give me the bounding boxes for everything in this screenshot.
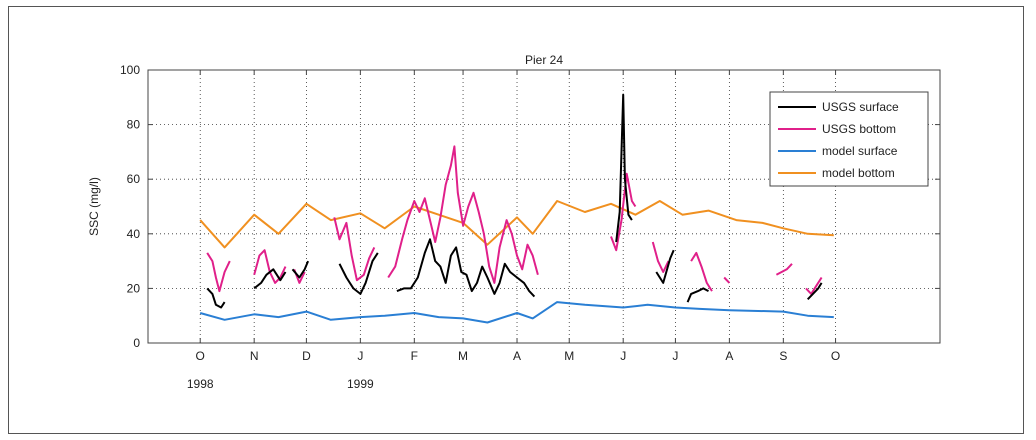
series-line-usgs-surface: [253, 268, 287, 290]
legend-label-usgs-surface: USGS surface: [822, 100, 899, 114]
plot-area-border: [147, 69, 941, 344]
series-line-usgs-bottom: [333, 217, 376, 282]
series-line-model-bottom: [199, 200, 834, 249]
legend-label-model-bottom: model bottom: [822, 166, 895, 180]
legend-label-usgs-bottom: USGS bottom: [822, 122, 896, 136]
x-tick-label: O: [831, 349, 840, 363]
x-tick-label: O: [196, 349, 205, 363]
y-tick-label: 40: [127, 227, 141, 241]
x-tick-label: D: [302, 349, 311, 363]
y-tick-label: 0: [133, 336, 140, 350]
series-line-usgs-bottom: [206, 252, 231, 293]
series-line-usgs-surface: [291, 260, 310, 279]
x-tick-label: A: [513, 349, 521, 363]
x-tick-label: J: [672, 349, 678, 363]
series-lines: [199, 93, 834, 324]
series-line-usgs-surface: [206, 287, 226, 309]
y-tick-label: 100: [120, 63, 140, 77]
series-line-usgs-surface: [655, 249, 675, 284]
x-tick-label: S: [779, 349, 787, 363]
series-line-usgs-bottom: [651, 241, 670, 273]
series-line-usgs-bottom: [775, 263, 793, 276]
series-line-usgs-bottom: [723, 276, 731, 284]
series-line-usgs-surface: [806, 282, 823, 300]
axes: 0 20 40 60 80 100 O N D J F M A M J J A S O 1998 1999: [120, 63, 940, 391]
series-line-usgs-bottom: [690, 251, 713, 292]
series-line-model-surface: [199, 301, 834, 324]
y-axis-label: SSC (mg/l): [87, 177, 101, 236]
series-line-usgs-surface: [396, 238, 536, 298]
series-line-usgs-surface: [686, 287, 709, 303]
legend: USGS surface USGS bottom model surface mode…: [769, 91, 929, 187]
year-label: 1998: [187, 377, 214, 391]
series-line-usgs-bottom: [610, 172, 637, 252]
x-tick-label: N: [250, 349, 259, 363]
x-tick-label: M: [458, 349, 468, 363]
x-tick-label: A: [725, 349, 733, 363]
series-line-usgs-bottom: [805, 276, 823, 295]
y-tick-label: 60: [127, 172, 141, 186]
figure-frame: [8, 6, 1024, 434]
x-tick-label: F: [411, 349, 418, 363]
chart-title: Pier 24: [525, 53, 563, 67]
legend-label-model-surface: model surface: [822, 144, 898, 158]
series-line-usgs-surface: [338, 252, 379, 295]
y-tick-label: 20: [127, 281, 141, 295]
x-tick-label: J: [357, 349, 363, 363]
series-line-usgs-surface: [615, 93, 633, 243]
x-tick-label: J: [620, 349, 626, 363]
series-line-usgs-bottom: [387, 145, 539, 284]
year-label: 1999: [347, 377, 374, 391]
y-tick-label: 80: [127, 118, 141, 132]
x-tick-label: M: [564, 349, 574, 363]
